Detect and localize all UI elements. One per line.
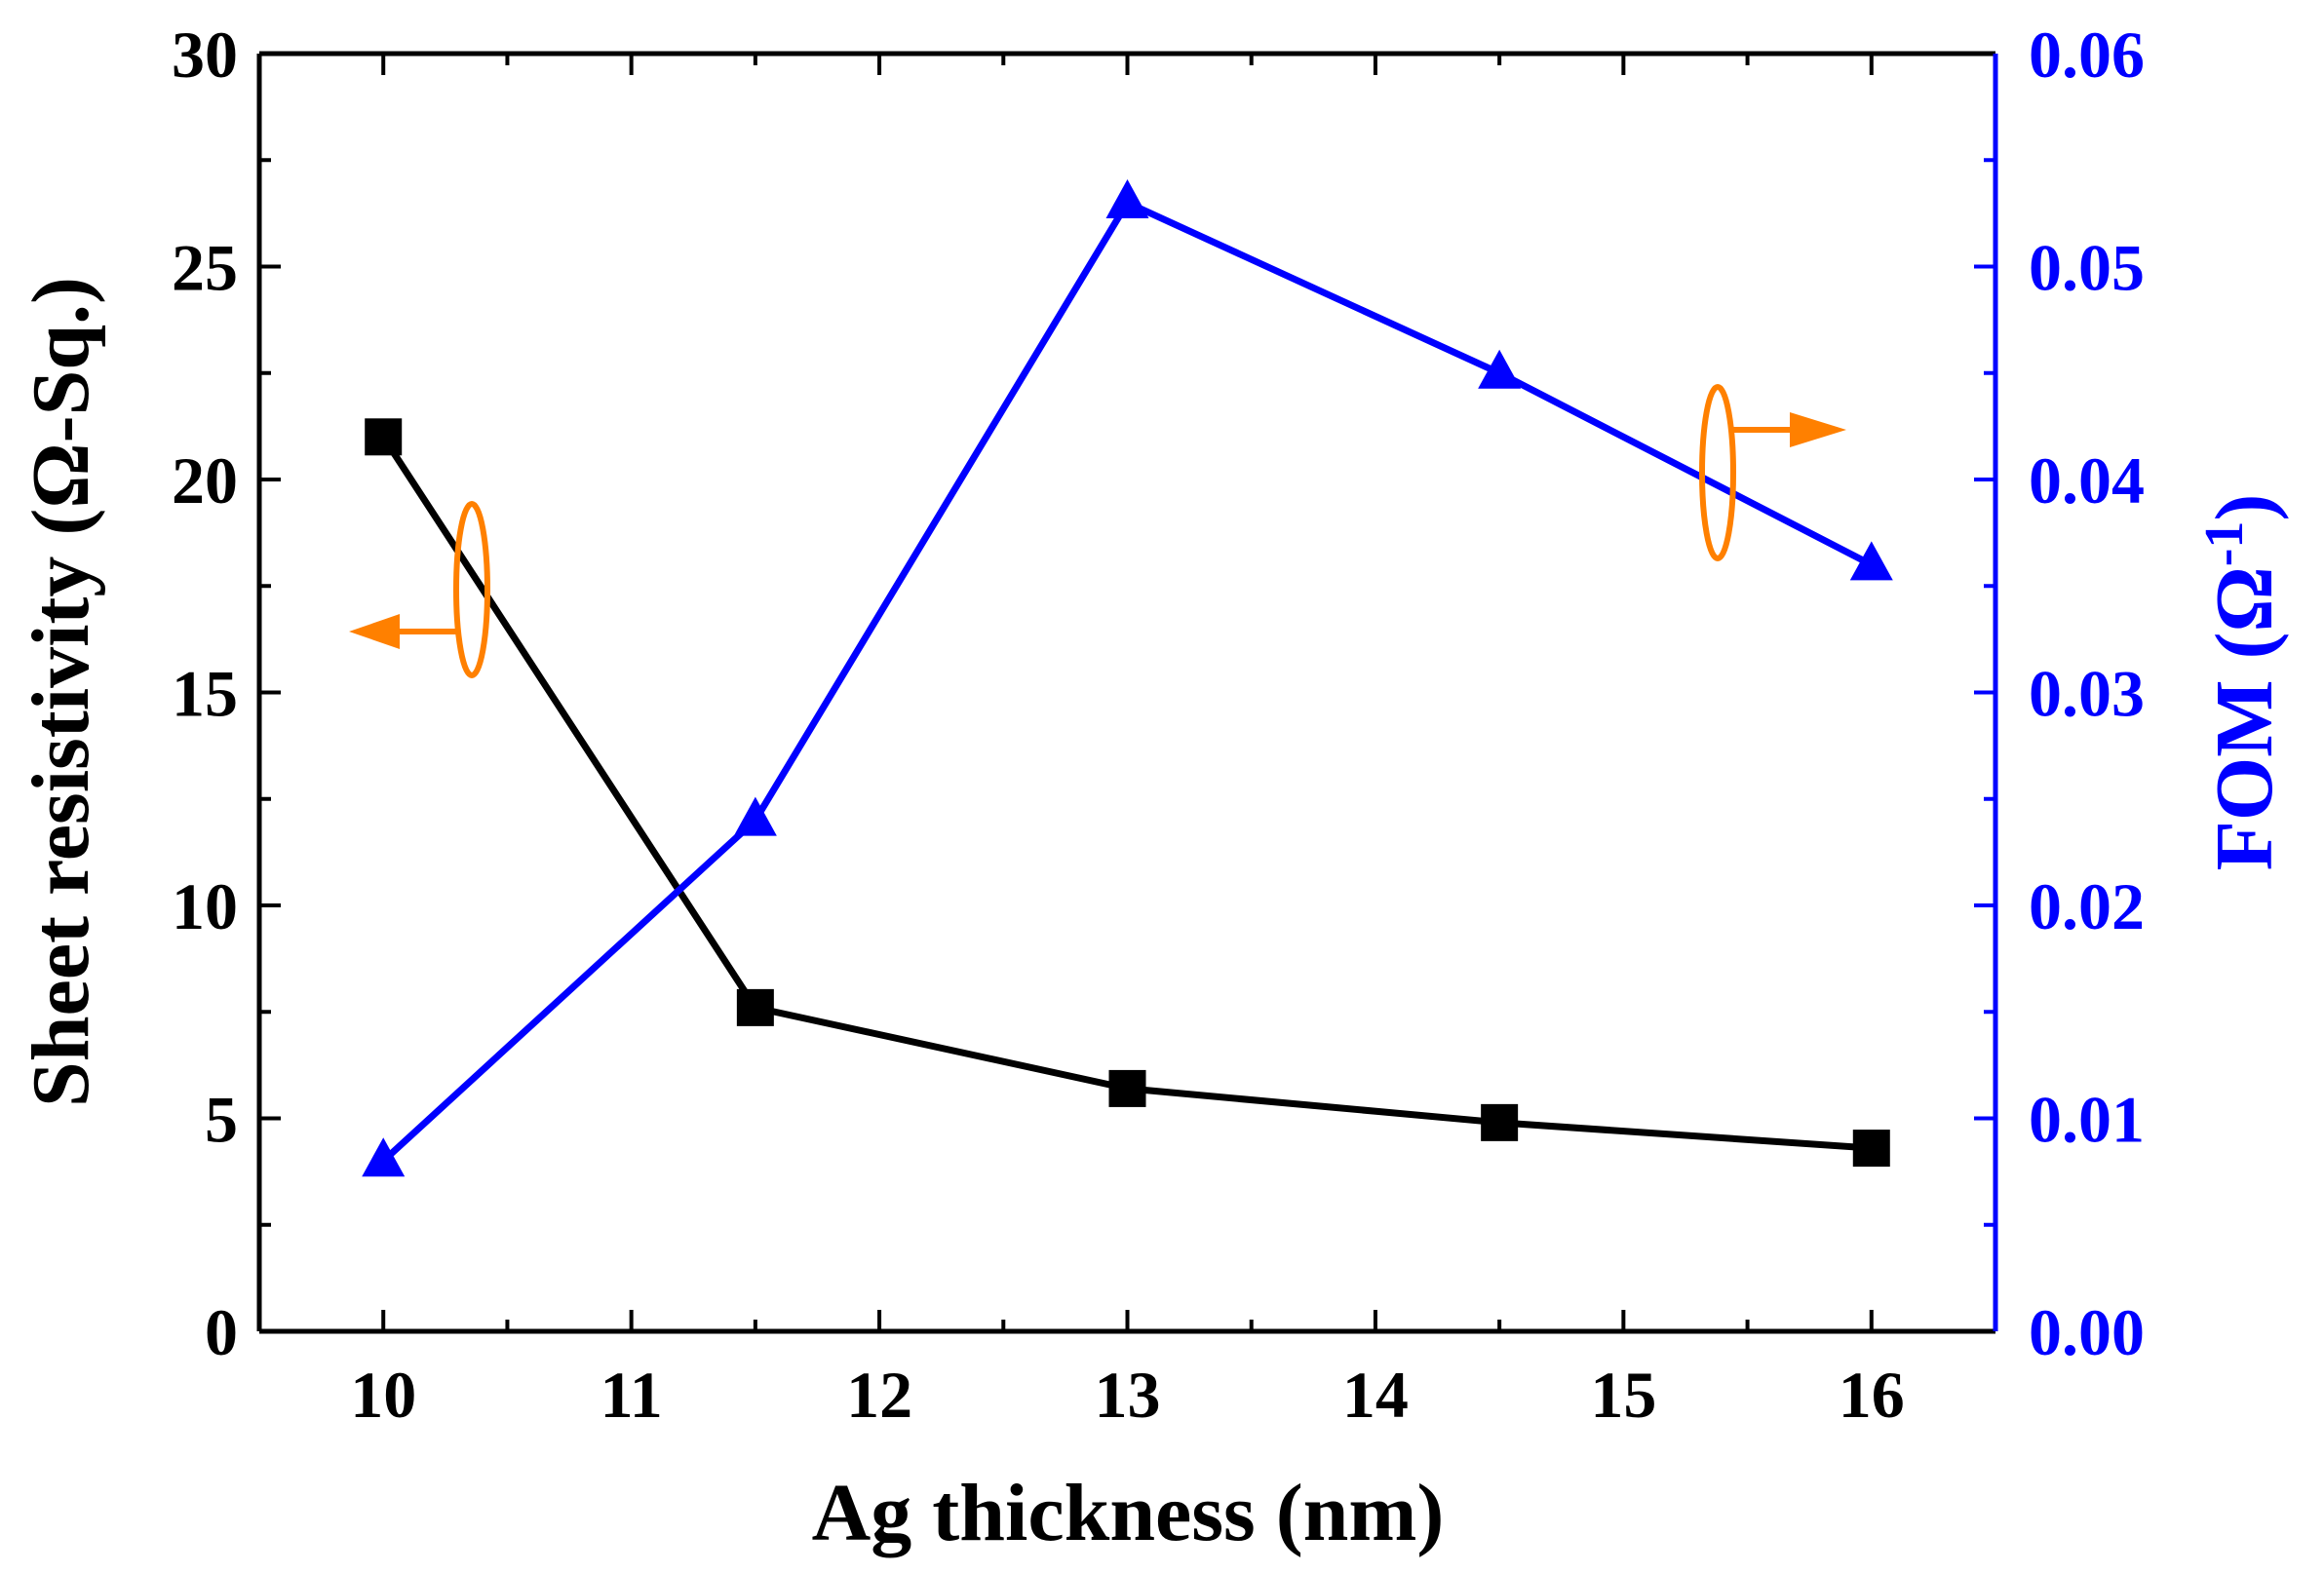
- y-left-tick-label: 25: [172, 231, 238, 305]
- y-left-axis-title: Sheet resistivity (Ω-Sq.): [16, 277, 106, 1107]
- x-tick-label: 14: [1342, 1358, 1409, 1432]
- left-axis-indicator: [349, 501, 490, 678]
- x-tick-label: 11: [600, 1358, 663, 1432]
- right-axis-indicator: [1699, 384, 1846, 561]
- y-right-tick-label: 0.02: [2029, 869, 2145, 943]
- x-tick-label: 16: [1839, 1358, 1905, 1432]
- y-left-tick-label: 15: [172, 657, 238, 731]
- right-indicator-arrow-head: [1790, 412, 1846, 447]
- y-right-tick-label: 0.05: [2029, 231, 2145, 305]
- x-tick-label: 12: [846, 1358, 912, 1432]
- sheet-resistivity-point: [1108, 1069, 1146, 1107]
- x-tick-label: 10: [350, 1358, 416, 1432]
- y-right-axis-title: FOM (Ω-1): [2194, 494, 2290, 871]
- fom-point: [362, 1137, 406, 1177]
- left-indicator-arrow-head: [349, 614, 400, 649]
- y-left-tick-label: 30: [172, 18, 238, 92]
- sheet-resistivity-point: [1481, 1103, 1519, 1141]
- y-left-tick-label: 20: [172, 443, 238, 518]
- y-right-tick-label: 0.03: [2029, 657, 2145, 731]
- fom-point: [1849, 541, 1893, 581]
- right-indicator-ellipse: [1699, 384, 1736, 561]
- fom-line: [380, 198, 1874, 1164]
- y-left-tick-label: 10: [172, 869, 238, 943]
- y-right-tick-label: 0.00: [2029, 1295, 2145, 1369]
- y-left-tick-label: 5: [205, 1083, 238, 1157]
- fom-point: [733, 796, 777, 836]
- x-tick-label: 15: [1590, 1358, 1656, 1432]
- y-right-axis-title-tail: ): [2199, 494, 2290, 521]
- x-tick-label: 13: [1095, 1358, 1161, 1432]
- y-right-axis-title-sup: -1: [2194, 521, 2255, 567]
- fom-point: [1105, 178, 1149, 218]
- x-axis-title: Ag thickness (nm): [812, 1468, 1445, 1558]
- fom-point: [1478, 349, 1522, 389]
- left-indicator-ellipse: [453, 501, 490, 678]
- y-right-tick-label: 0.01: [2029, 1083, 2145, 1157]
- sheet-resistivity-point: [1852, 1130, 1890, 1168]
- sheet-resistivity-point: [736, 988, 774, 1026]
- y-left-tick-label: 0: [205, 1295, 238, 1369]
- y-right-axis-title-main: FOM (Ω: [2199, 566, 2290, 870]
- sheet-resistivity-point: [365, 418, 403, 456]
- sheet-resistivity-line: [380, 435, 1873, 1152]
- y-right-tick-label: 0.06: [2029, 18, 2145, 92]
- y-right-tick-label: 0.04: [2029, 443, 2145, 518]
